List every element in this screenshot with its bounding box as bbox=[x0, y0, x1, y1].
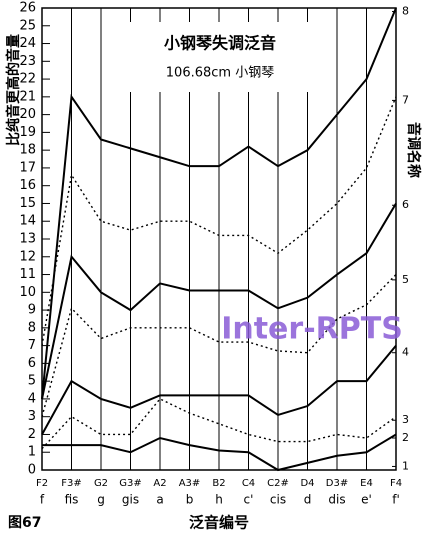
x-sub-label: e' bbox=[361, 493, 372, 507]
frame bbox=[41, 7, 397, 471]
series-line bbox=[41, 96, 397, 346]
y2-tick-label: 3 bbox=[402, 413, 409, 426]
x-tick-label: E4 bbox=[360, 478, 373, 489]
y-tick-label: 0 bbox=[28, 463, 36, 478]
y-tick-label: 8 bbox=[28, 320, 36, 335]
x-tick-label: D3# bbox=[326, 478, 348, 489]
y-tick-label: 24 bbox=[19, 36, 36, 51]
x-sub-label: a bbox=[156, 493, 163, 507]
series-line bbox=[41, 7, 397, 400]
x-sub-label: dis bbox=[328, 493, 345, 507]
y-tick-label: 7 bbox=[28, 338, 36, 353]
x-tick-label: F4 bbox=[390, 478, 402, 489]
y2-tick-label: 1 bbox=[402, 459, 409, 472]
y-axis-label: 比纯音更高的音量 bbox=[5, 34, 22, 146]
y-tick-label: 21 bbox=[19, 89, 36, 104]
x-tick-label: C4 bbox=[242, 478, 255, 489]
x-sub-label: g bbox=[97, 493, 105, 507]
watermark: Inter-RPTS bbox=[221, 312, 403, 347]
y-tick-label: 11 bbox=[19, 267, 36, 282]
x-sub-label: d bbox=[304, 493, 312, 507]
y-tick-label: 15 bbox=[19, 196, 36, 211]
y2-tick-label: 8 bbox=[402, 5, 409, 18]
y-tick-label: 16 bbox=[19, 178, 36, 193]
y-tick-label: 4 bbox=[28, 391, 36, 406]
y-tick-label: 5 bbox=[28, 374, 36, 389]
y-tick-label: 10 bbox=[19, 285, 36, 300]
x-sub-label: f bbox=[40, 493, 45, 507]
x-sub-label: b bbox=[186, 493, 194, 507]
y-tick-label: 3 bbox=[28, 409, 36, 424]
x-tick-label: C2# bbox=[267, 478, 289, 489]
chart-title: 小钢琴失调泛音 bbox=[164, 34, 276, 53]
y-tick-label: 12 bbox=[19, 249, 36, 264]
y2-axis-label: 音调名称 bbox=[405, 122, 422, 178]
y-tick-label: 22 bbox=[19, 72, 36, 87]
x-tick-label: G3# bbox=[119, 478, 142, 489]
figure-label: 图67 bbox=[8, 515, 41, 531]
y2-tick-label: 7 bbox=[402, 93, 409, 106]
x-tick-label: G2 bbox=[94, 478, 108, 489]
x-tick-label: F3# bbox=[61, 478, 82, 489]
title-box bbox=[110, 22, 330, 92]
x-sub-label: fis bbox=[65, 493, 79, 507]
y-tick-label: 2 bbox=[28, 427, 36, 442]
x-tick-label: B2 bbox=[212, 478, 225, 489]
y-tick-label: 1 bbox=[28, 445, 36, 460]
y2-tick-label: 2 bbox=[402, 431, 409, 444]
y-tick-label: 13 bbox=[19, 232, 36, 247]
series-line bbox=[41, 344, 397, 435]
x-sub-label: c' bbox=[244, 493, 254, 507]
x-tick-label: D4 bbox=[300, 478, 314, 489]
y-tick-label: 17 bbox=[19, 160, 36, 175]
lines bbox=[41, 7, 397, 472]
x-tick-label: A2 bbox=[153, 478, 166, 489]
y2-tick-label: 6 bbox=[402, 198, 409, 211]
y-tick-label: 25 bbox=[19, 18, 36, 33]
y2-tick-label: 4 bbox=[402, 346, 409, 359]
series-line bbox=[41, 202, 397, 400]
y-tick-label: 14 bbox=[19, 214, 36, 229]
x-sub-label: cis bbox=[270, 493, 286, 507]
x-tick-label: F2 bbox=[36, 478, 48, 489]
series-line bbox=[42, 433, 397, 472]
y-tick-label: 20 bbox=[19, 107, 36, 122]
y-tick-label: 26 bbox=[19, 1, 36, 16]
y-tick-label: 23 bbox=[19, 54, 36, 69]
chart-subtitle: 106.68cm 小钢琴 bbox=[166, 66, 274, 81]
y-tick-label: 19 bbox=[19, 125, 36, 140]
x-tick-label: A3# bbox=[179, 478, 201, 489]
y-tick-label: 9 bbox=[28, 303, 36, 318]
x-axis-label: 泛音编号 bbox=[189, 514, 249, 532]
y-tick-label: 18 bbox=[19, 143, 36, 158]
y-tick-label: 6 bbox=[28, 356, 36, 371]
x-sub-label: f' bbox=[392, 493, 400, 507]
y2-tick-label: 5 bbox=[402, 273, 409, 286]
x-sub-label: h bbox=[215, 493, 223, 507]
x-sub-label: gis bbox=[122, 493, 139, 507]
